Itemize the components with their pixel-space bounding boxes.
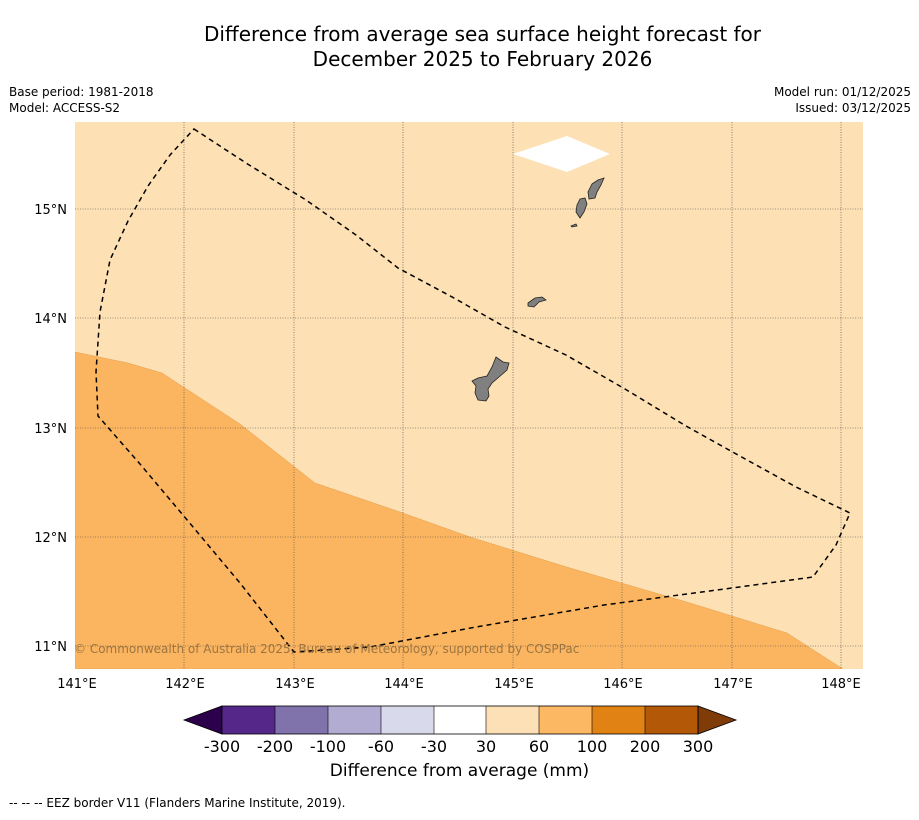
lat-label: 11°N (34, 640, 67, 655)
lon-label: 144°E (384, 677, 424, 692)
colorbar-extend-low (182, 705, 223, 735)
issued-date: Issued: 03/12/2025 (795, 101, 911, 115)
colorbar-tick-label: -60 (368, 737, 394, 756)
model-run: Model run: 01/12/2025 (773, 85, 911, 99)
lon-label: 143°E (275, 677, 315, 692)
colorbar-ticks: -300 -200 -100 -60 -30 30 60 100 200 300 (204, 737, 713, 756)
model-name: Model: ACCESS-S2 (9, 101, 121, 115)
chart-title: Difference from average sea surface heig… (0, 22, 919, 72)
graticule (75, 122, 863, 669)
land-islands (471, 177, 605, 402)
colorbar-tick-label: -300 (204, 737, 240, 756)
island-rota (527, 296, 547, 308)
colorbar-tick-label: 200 (630, 737, 661, 756)
colorbar-swatch (486, 706, 539, 734)
lat-label: 13°N (34, 422, 67, 437)
colorbar-tick-label: 30 (476, 737, 496, 756)
colorbar-tick-label: -200 (257, 737, 293, 756)
island-tinian (575, 197, 588, 219)
colorbar-swatch (645, 706, 698, 734)
title-line-2: December 2025 to February 2026 (312, 47, 653, 71)
copyright-text: © Commonwealth of Australia 2025, Bureau… (74, 642, 579, 656)
colorbar-extend-high (697, 705, 738, 735)
lat-labels: 15°N 14°N 13°N 12°N 11°N (34, 203, 67, 655)
eez-footnote: -- -- -- EEZ border V11 (Flanders Marine… (9, 796, 346, 810)
colorbar: -300 -200 -100 -60 -30 30 60 100 200 300 (182, 705, 738, 756)
island-aguijan (570, 223, 578, 228)
colorbar-swatch (275, 706, 328, 734)
colorbar-swatch (222, 706, 275, 734)
colorbar-swatch (328, 706, 381, 734)
colorbar-swatch (434, 706, 486, 734)
meta-left: Base period: 1981-2018 Model: ACCESS-S2 (9, 84, 154, 116)
title-line-1: Difference from average sea surface heig… (203, 22, 762, 46)
colorbar-tick-label: -100 (310, 737, 346, 756)
colorbar-tick-label: 100 (577, 737, 608, 756)
colorbar-label: Difference from average (mm) (329, 761, 590, 781)
nodata-patch (513, 136, 610, 172)
island-saipan (587, 177, 605, 200)
eez-border (95, 128, 851, 653)
lat-label: 12°N (34, 531, 67, 546)
lat-label: 15°N (34, 203, 67, 218)
base-period: Base period: 1981-2018 (9, 85, 154, 99)
meta-right: Model run: 01/12/2025 Issued: 03/12/2025 (774, 84, 911, 116)
lon-label: 147°E (713, 677, 753, 692)
lon-label: 145°E (494, 677, 534, 692)
lon-label: 146°E (603, 677, 643, 692)
colorbar-swatch (381, 706, 434, 734)
lat-label: 14°N (34, 312, 67, 327)
colorbar-tick-label: 300 (683, 737, 714, 756)
lon-labels: 141°E 142°E 143°E 144°E 145°E 146°E 147°… (57, 677, 861, 692)
colorbar-swatch (592, 706, 645, 734)
colorbar-tick-label: -30 (421, 737, 447, 756)
colorbar-tick-label: 60 (529, 737, 549, 756)
lon-label: 141°E (57, 677, 97, 692)
colorbar-swatch (539, 706, 592, 734)
lon-label: 148°E (821, 677, 861, 692)
lon-label: 142°E (165, 677, 205, 692)
island-guam (471, 356, 510, 402)
